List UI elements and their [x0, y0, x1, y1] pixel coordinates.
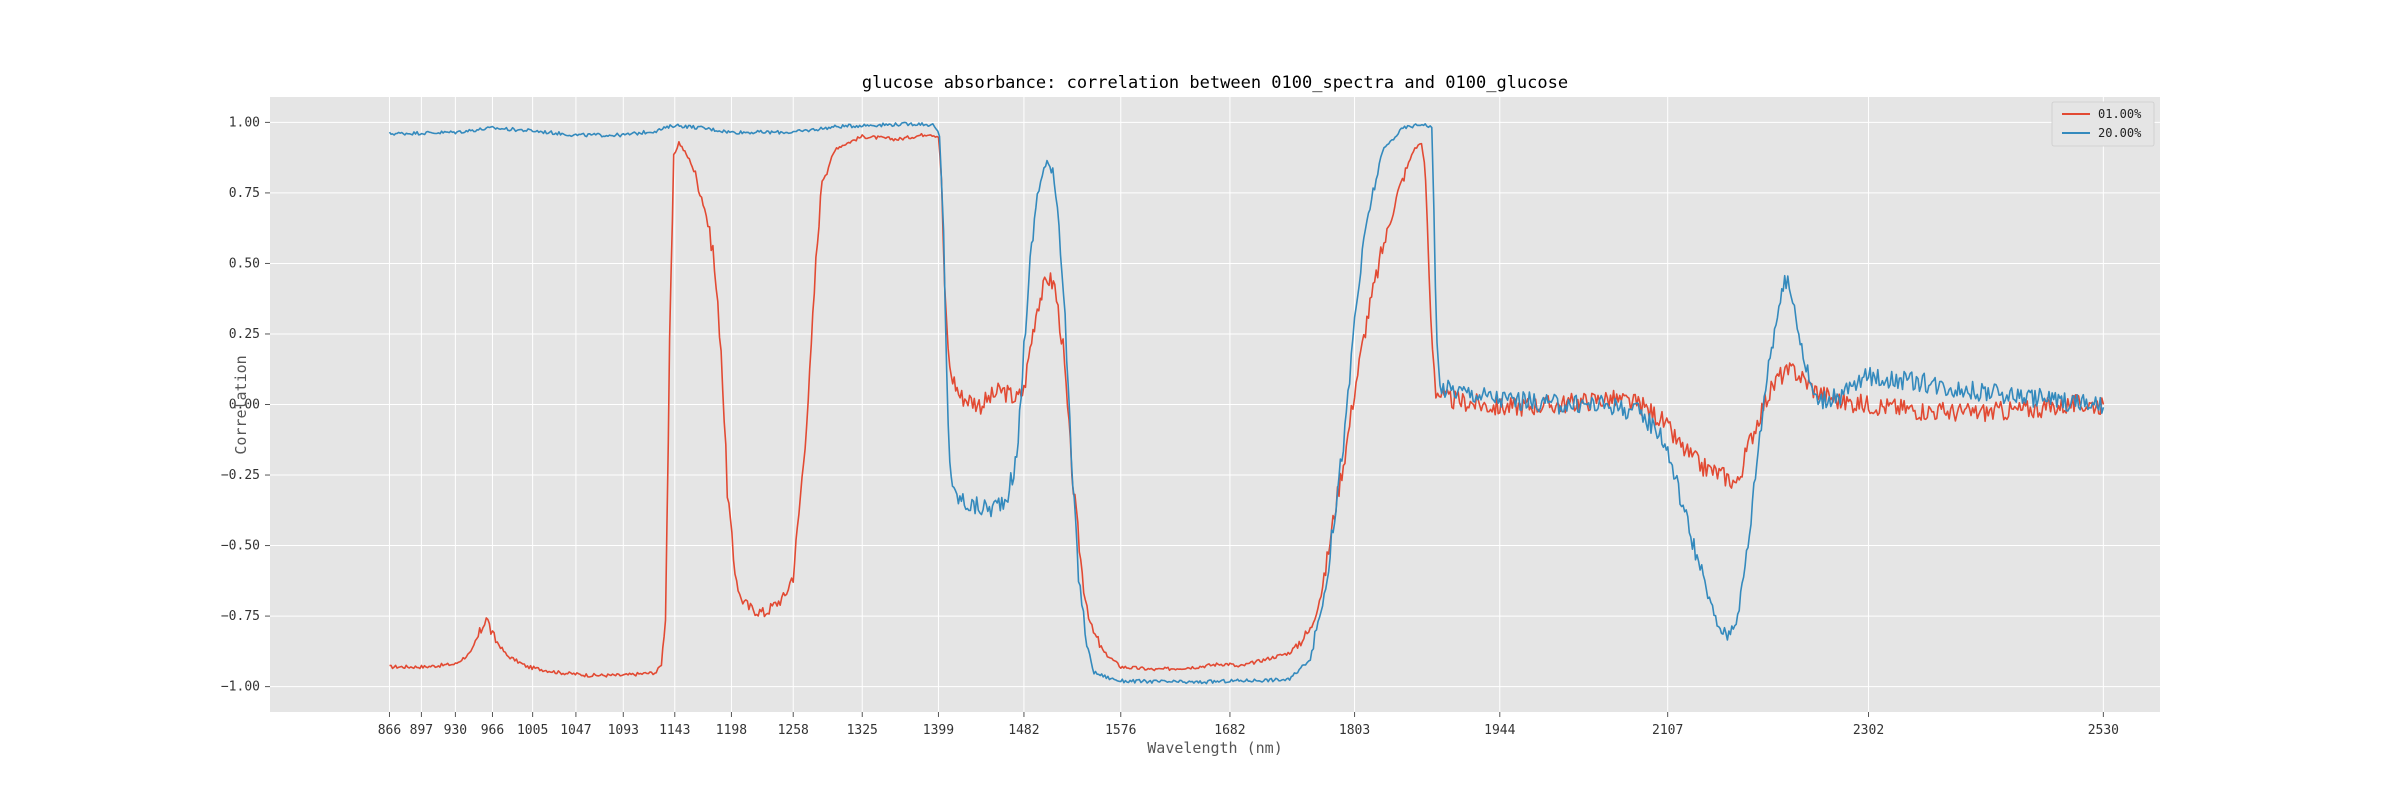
y-axis-ticks: 1.00 0.75 0.50 0.25 0.00 −0.25 −0.50 −0.75 −1.00 — [221, 115, 270, 695]
legend-label-series-2: 20.00% — [2098, 126, 2142, 140]
y-tick-label: −1.00 — [221, 680, 260, 695]
x-tick-label: 1576 — [1105, 723, 1136, 738]
x-tick-label: 1258 — [778, 723, 809, 738]
x-tick-label: 1482 — [1008, 723, 1039, 738]
x-axis-ticks: 866 897 930 966 1005 1047 1093 1143 1198 1258 1325… — [378, 712, 2119, 738]
x-tick-label: 2530 — [2088, 723, 2119, 738]
y-tick-label: 1.00 — [229, 115, 260, 130]
x-tick-label: 1803 — [1339, 723, 1370, 738]
x-tick-label: 2107 — [1652, 723, 1683, 738]
y-tick-label: 0.50 — [229, 256, 260, 271]
x-tick-label: 1325 — [847, 723, 878, 738]
series-line-1 — [389, 132, 2105, 678]
chart-title: glucose absorbance: correlation between … — [862, 73, 1568, 93]
x-tick-label: 1944 — [1484, 723, 1515, 738]
x-tick-label: 1093 — [608, 723, 639, 738]
x-tick-label: 866 — [378, 723, 401, 738]
x-tick-label: 2302 — [1853, 723, 1884, 738]
legend: 01.00% 20.00% — [2051, 101, 2155, 147]
series-lines — [388, 121, 2105, 685]
y-tick-label: 0.00 — [229, 398, 260, 413]
x-tick-label: 930 — [444, 723, 467, 738]
y-tick-label: −0.50 — [221, 539, 260, 554]
y-tick-label: 0.75 — [229, 186, 260, 201]
series-line-2 — [388, 121, 2105, 685]
x-tick-label: 1198 — [716, 723, 747, 738]
x-tick-label: 1047 — [560, 723, 591, 738]
x-tick-label: 897 — [410, 723, 433, 738]
x-axis-label: Wavelength (nm) — [1147, 739, 1282, 757]
x-tick-label: 1143 — [659, 723, 690, 738]
y-tick-label: −0.75 — [221, 609, 260, 624]
y-axis-label: Correlation — [232, 355, 250, 454]
x-tick-label: 966 — [481, 723, 504, 738]
legend-label-series-1: 01.00% — [2098, 107, 2142, 121]
x-tick-label: 1005 — [517, 723, 548, 738]
y-tick-label: 0.25 — [229, 327, 260, 342]
x-tick-label: 1399 — [923, 723, 954, 738]
x-tick-label: 1682 — [1214, 723, 1245, 738]
y-tick-label: −0.25 — [221, 468, 260, 483]
